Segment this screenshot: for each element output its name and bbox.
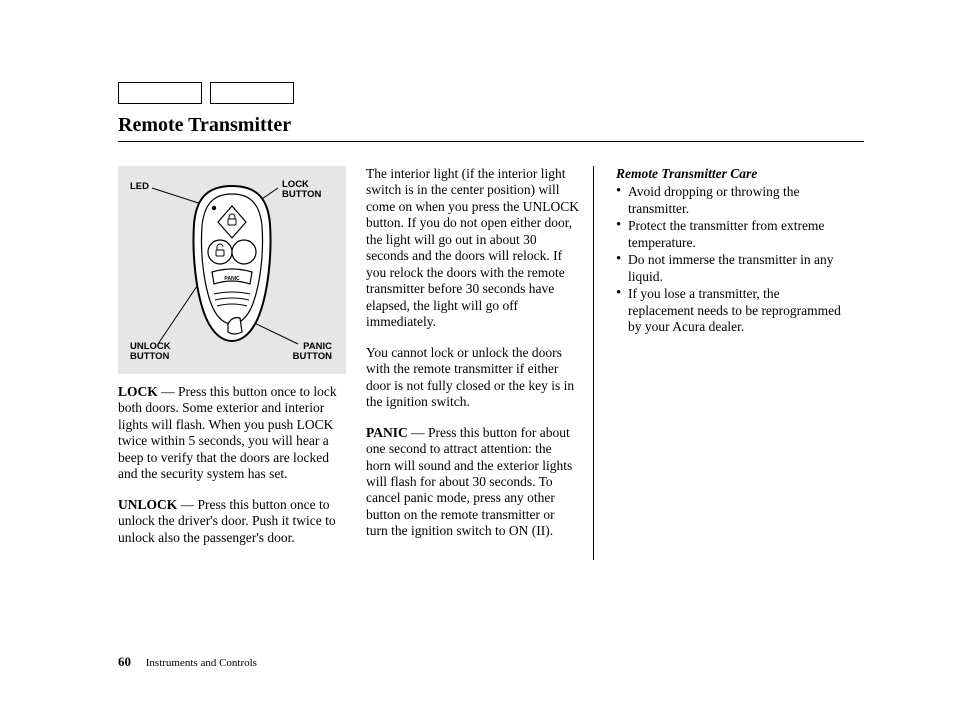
column-3: Remote Transmitter Care Avoid dropping o… — [614, 166, 842, 560]
page: Remote Transmitter LED LOCK BUTTON UNLOC… — [0, 0, 954, 710]
section-name: Instruments and Controls — [146, 657, 257, 669]
column-2: The interior light (if the interior ligh… — [366, 166, 594, 560]
panic-paragraph: PANIC — Press this button for about one … — [366, 425, 579, 540]
lock-head: LOCK — [118, 384, 158, 399]
lock-paragraph: LOCK — Press this button once to lock bo… — [118, 384, 346, 483]
top-placeholder-boxes — [118, 82, 864, 104]
care-bullet: Do not immerse the transmitter in any li… — [616, 252, 842, 285]
panic-head: PANIC — [366, 425, 408, 440]
remote-diagram: LED LOCK BUTTON UNLOCK BUTTON PANIC BUTT… — [118, 166, 346, 374]
panic-button-text: PANIC — [224, 276, 240, 282]
unlock-head: UNLOCK — [118, 497, 177, 512]
cannot-lock-paragraph: You cannot lock or unlock the doors with… — [366, 345, 579, 411]
content-columns: LED LOCK BUTTON UNLOCK BUTTON PANIC BUTT… — [118, 166, 864, 560]
panic-body: — Press this button for about one second… — [366, 425, 572, 539]
remote-illustration: PANIC — [118, 166, 346, 374]
column-1: LED LOCK BUTTON UNLOCK BUTTON PANIC BUTT… — [118, 166, 346, 560]
care-bullet: Avoid dropping or throwing the transmitt… — [616, 184, 842, 217]
page-number: 60 — [118, 654, 131, 669]
care-heading: Remote Transmitter Care — [616, 166, 842, 182]
title-rule — [118, 141, 864, 142]
care-bullet: If you lose a transmitter, the replaceme… — [616, 286, 842, 335]
page-footer: 60 Instruments and Controls — [118, 654, 257, 670]
care-bullet: Protect the transmitter from extreme tem… — [616, 218, 842, 251]
unlock-paragraph: UNLOCK — Press this button once to unloc… — [118, 497, 346, 546]
page-title: Remote Transmitter — [118, 114, 864, 137]
care-bullets: Avoid dropping or throwing the transmitt… — [616, 184, 842, 335]
interior-light-paragraph: The interior light (if the interior ligh… — [366, 166, 579, 331]
top-box-1 — [118, 82, 202, 104]
top-box-2 — [210, 82, 294, 104]
